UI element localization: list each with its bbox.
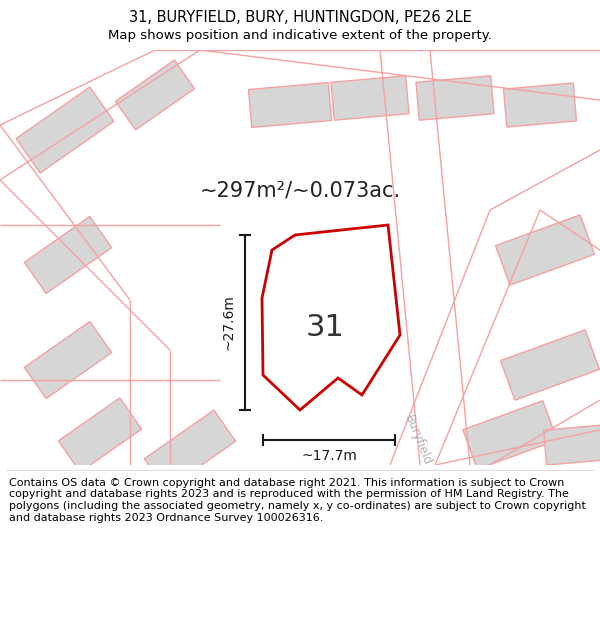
Text: ~297m²/~0.073ac.: ~297m²/~0.073ac. (199, 180, 401, 200)
Polygon shape (262, 225, 400, 410)
Polygon shape (144, 410, 236, 490)
Polygon shape (496, 215, 595, 285)
Text: Contains OS data © Crown copyright and database right 2021. This information is : Contains OS data © Crown copyright and d… (9, 478, 586, 522)
Text: Map shows position and indicative extent of the property.: Map shows position and indicative extent… (108, 29, 492, 42)
Text: ~17.7m: ~17.7m (301, 449, 357, 463)
Polygon shape (58, 398, 142, 472)
Polygon shape (25, 321, 112, 399)
Polygon shape (503, 83, 577, 127)
Polygon shape (500, 330, 599, 400)
Polygon shape (416, 76, 494, 120)
Polygon shape (544, 425, 600, 465)
Polygon shape (331, 76, 409, 120)
Polygon shape (463, 401, 557, 469)
Text: 31: 31 (305, 314, 344, 342)
Polygon shape (16, 87, 114, 173)
Text: ~27.6m: ~27.6m (222, 294, 236, 351)
Text: Buryfield: Buryfield (402, 413, 434, 467)
Polygon shape (25, 216, 112, 294)
Text: 31, BURYFIELD, BURY, HUNTINGDON, PE26 2LE: 31, BURYFIELD, BURY, HUNTINGDON, PE26 2L… (128, 10, 472, 25)
Polygon shape (115, 60, 194, 130)
Polygon shape (248, 82, 332, 127)
